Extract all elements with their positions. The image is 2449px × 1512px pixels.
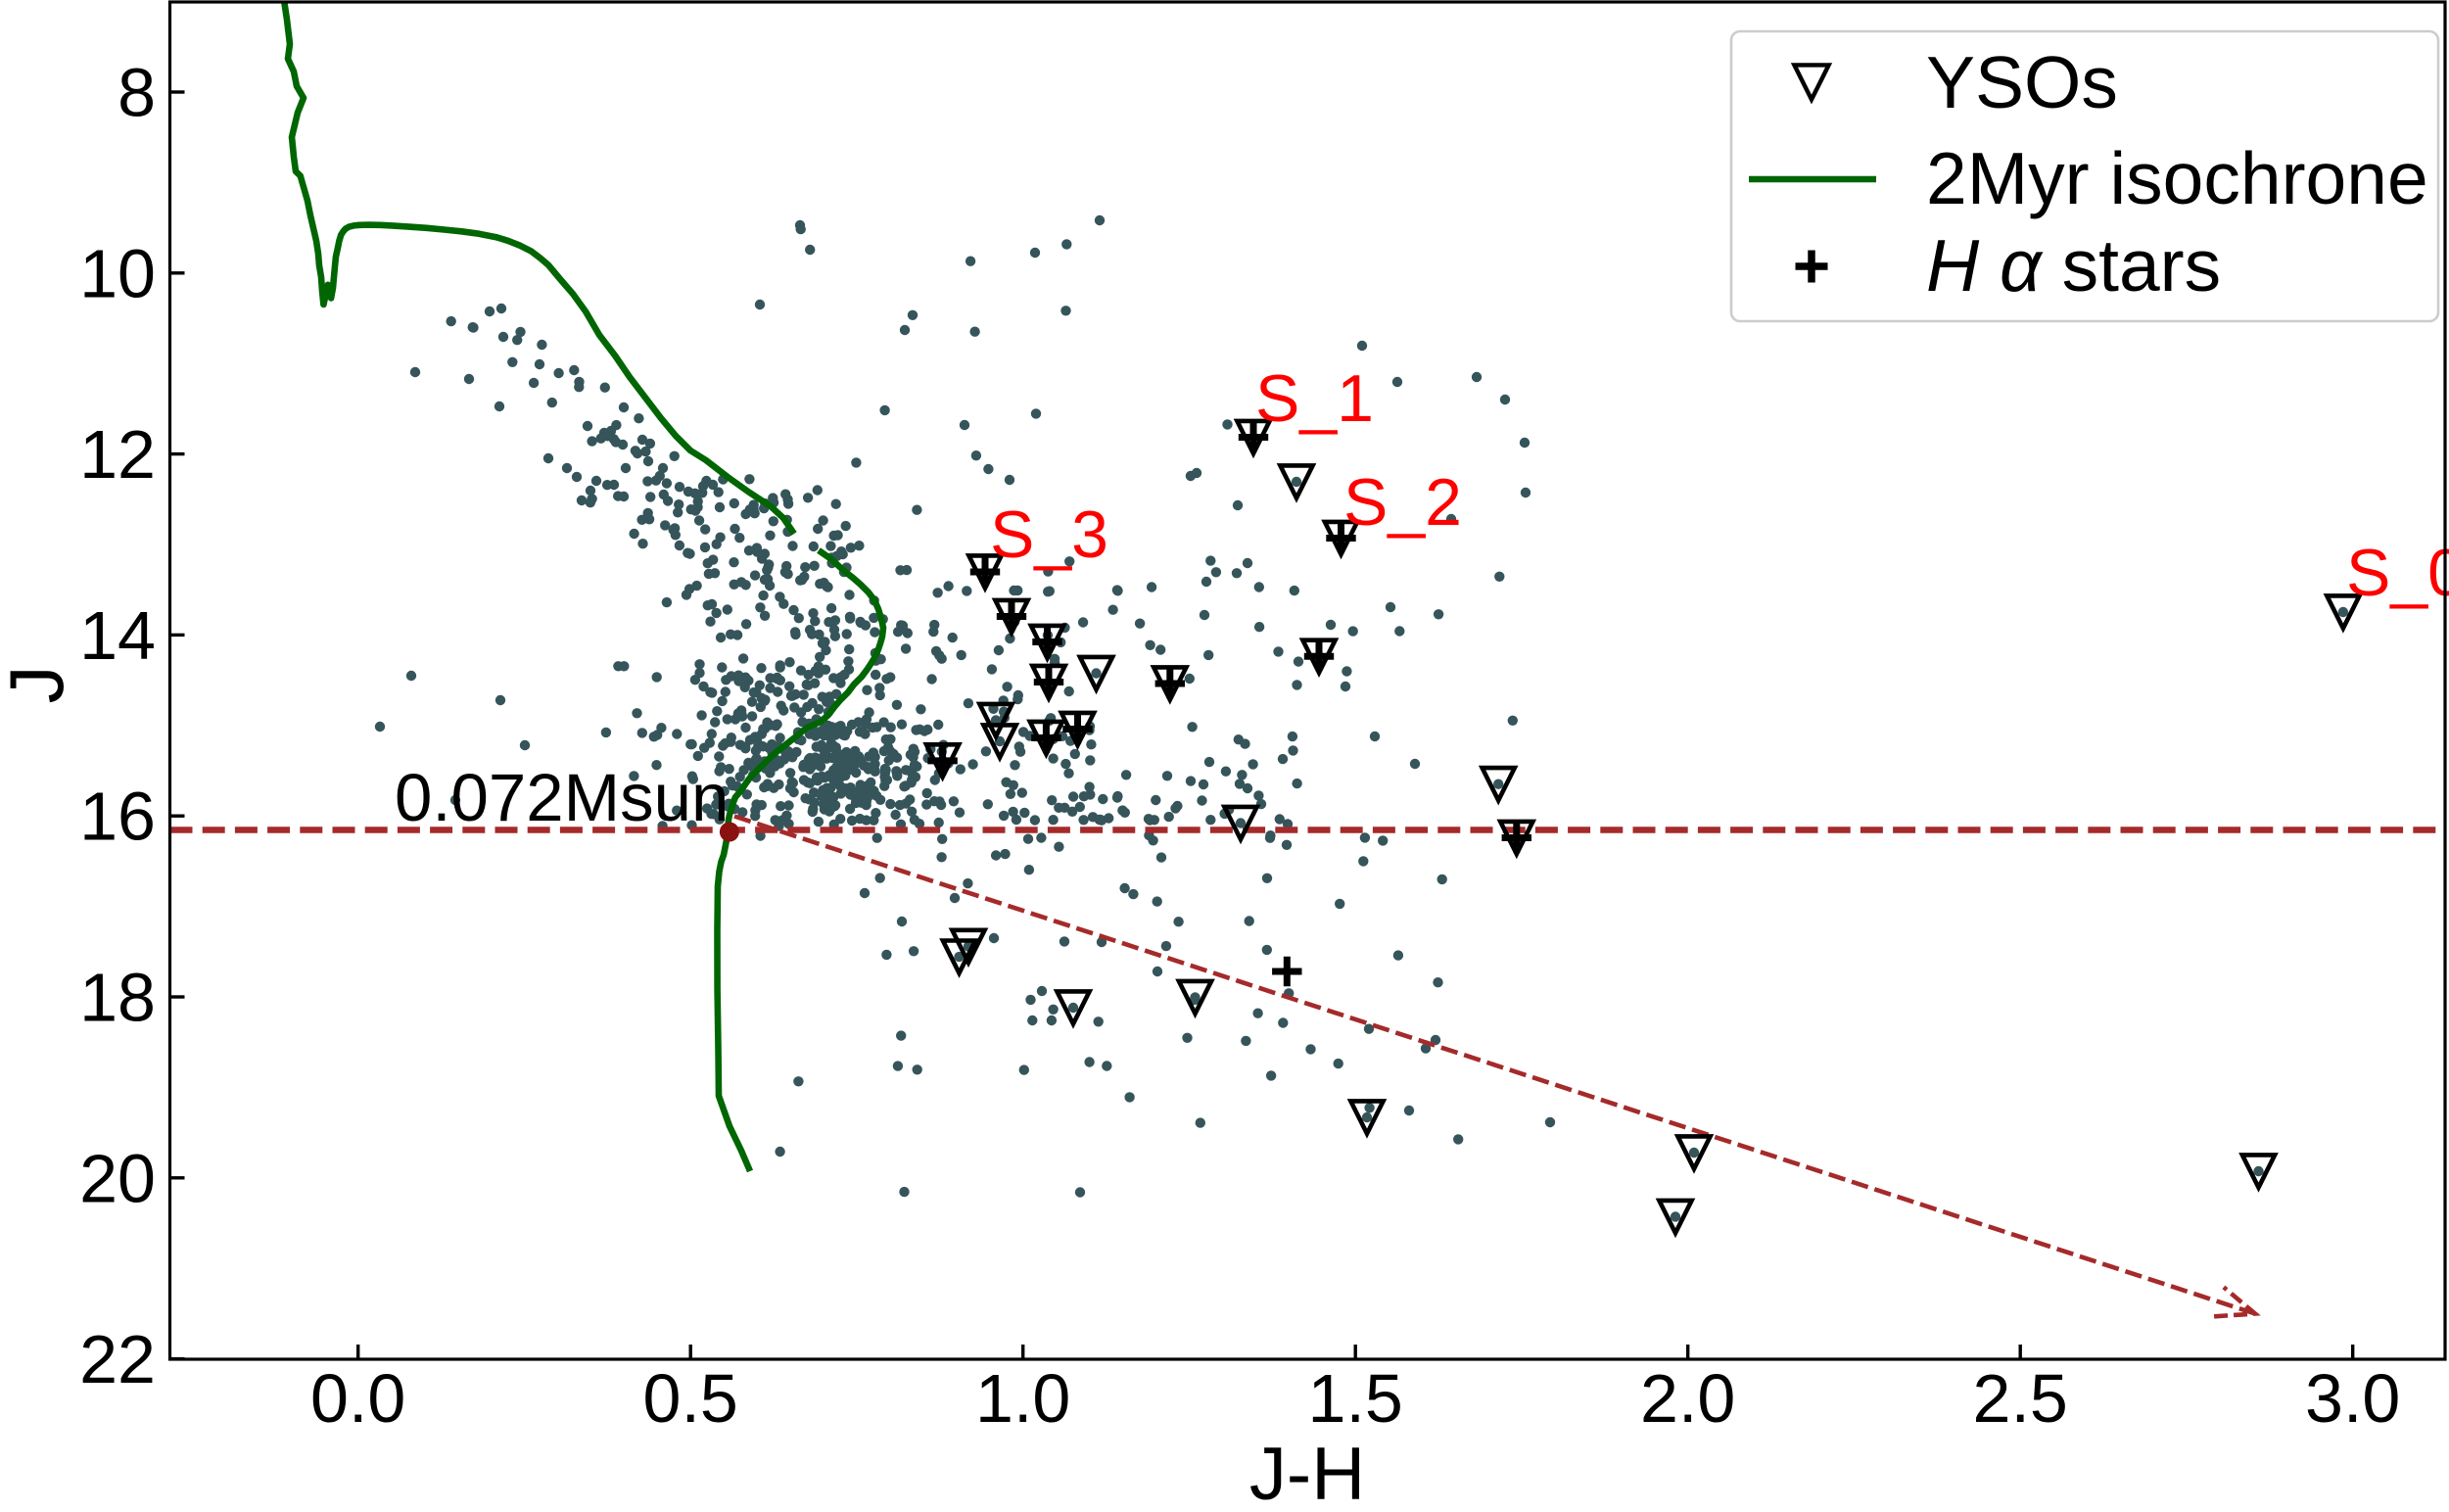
svg-text:20: 20 xyxy=(79,1140,156,1216)
svg-text:0.5: 0.5 xyxy=(643,1360,738,1437)
svg-text:2Myr isochrone: 2Myr isochrone xyxy=(1926,137,2428,219)
svg-text:12: 12 xyxy=(79,416,156,493)
svg-text:S_2: S_2 xyxy=(1343,465,1462,540)
svg-text:2.0: 2.0 xyxy=(1640,1360,1735,1437)
svg-text:14: 14 xyxy=(79,597,156,674)
svg-text:8: 8 xyxy=(118,55,156,131)
svg-text:S_0: S_0 xyxy=(2346,536,2449,610)
svg-text:S_1: S_1 xyxy=(1255,361,1374,436)
svg-text:0.0: 0.0 xyxy=(310,1360,405,1437)
svg-text:16: 16 xyxy=(79,779,156,855)
svg-text:S_3: S_3 xyxy=(990,497,1108,572)
svg-text:J-H: J-H xyxy=(1249,1433,1365,1512)
svg-text:1.0: 1.0 xyxy=(975,1360,1070,1437)
svg-text:3.0: 3.0 xyxy=(2305,1360,2400,1437)
svg-text:2.5: 2.5 xyxy=(1973,1360,2068,1437)
svg-text:22: 22 xyxy=(79,1321,156,1397)
svg-text:J: J xyxy=(0,666,79,704)
svg-text:1.5: 1.5 xyxy=(1308,1360,1403,1437)
svg-text:H α stars: H α stars xyxy=(1926,224,2221,307)
svg-text:18: 18 xyxy=(79,960,156,1036)
svg-text:10: 10 xyxy=(79,235,156,311)
svg-text:YSOs: YSOs xyxy=(1926,41,2118,123)
svg-text:0.072Msun: 0.072Msun xyxy=(395,760,729,835)
